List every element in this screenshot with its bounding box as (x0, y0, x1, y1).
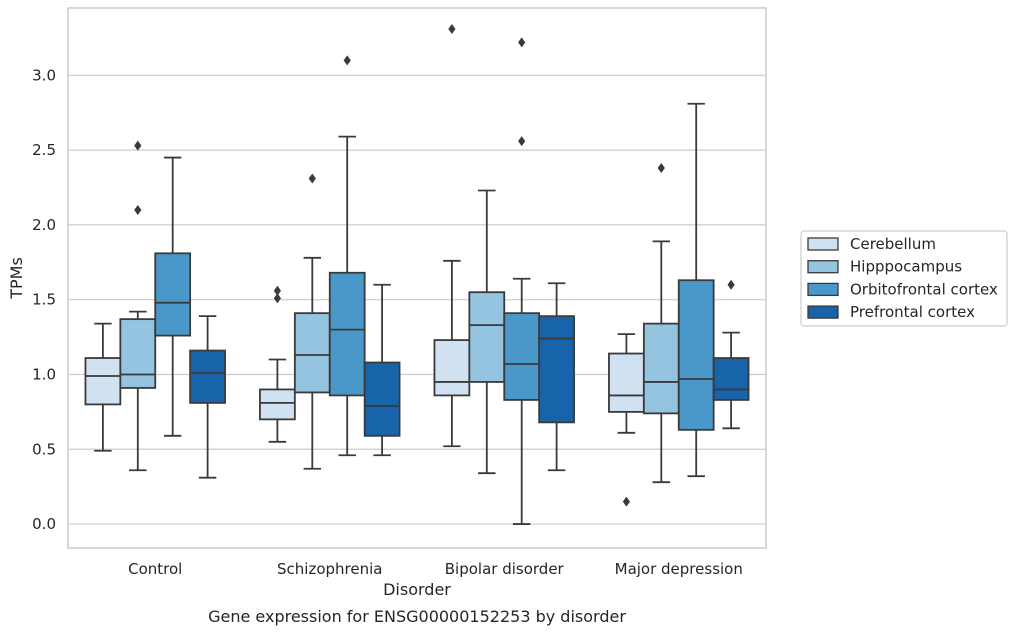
box-prefrontal-cortex (189, 315, 226, 479)
legend: Cerebellum Hipppocampus Orbitofrontal cort… (800, 230, 1008, 327)
y-axis-label: TPMs (7, 257, 26, 300)
y-tick-label: 1.0 (32, 365, 56, 383)
box-cerebellum (259, 285, 296, 443)
legend-swatch (807, 260, 839, 274)
box-orbitofrontal-cortex (154, 156, 192, 437)
outlier-point (727, 279, 735, 290)
outlier-point (134, 140, 142, 151)
iqr-box (712, 357, 750, 401)
iqr-box (677, 279, 715, 431)
box-orbitofrontal-cortex (503, 37, 541, 525)
y-tick-label: 2.0 (32, 216, 56, 234)
x-tick-label: Major depression (615, 560, 743, 578)
box-hipppocampus (642, 163, 680, 484)
box-prefrontal-cortex (538, 282, 575, 472)
iqr-box (433, 339, 471, 397)
legend-label: Prefrontal cortex (850, 303, 975, 321)
boxes (84, 23, 750, 525)
box-orbitofrontal-cortex (677, 102, 715, 478)
iqr-box (503, 312, 541, 401)
outlier-point (273, 285, 281, 296)
iqr-box (189, 349, 226, 404)
x-tick-label: Bipolar disorder (445, 560, 565, 578)
box-orbitofrontal-cortex (328, 55, 366, 457)
chart-title: Gene expression for ENSG00000152253 by d… (208, 607, 626, 626)
iqr-box (538, 315, 575, 424)
outlier-point (518, 136, 526, 147)
legend-label: Cerebellum (850, 235, 936, 253)
box-prefrontal-cortex (712, 279, 750, 430)
outlier-point (273, 293, 281, 304)
iqr-box (84, 357, 122, 406)
y-tick-label: 3.0 (32, 66, 56, 84)
iqr-box (119, 318, 157, 389)
box-hipppocampus (468, 189, 506, 475)
iqr-box (642, 322, 680, 415)
legend-swatch (807, 237, 839, 251)
box-cerebellum (84, 322, 122, 452)
y-tick-label: 1.5 (32, 291, 56, 309)
x-tick-label: Control (128, 560, 182, 578)
box-prefrontal-cortex (363, 283, 401, 457)
iqr-box (293, 312, 331, 394)
outlier-point (518, 37, 526, 48)
outlier-point (448, 23, 456, 34)
outlier-point (308, 173, 316, 184)
y-tick-label: 2.5 (32, 141, 56, 159)
legend-label: Orbitofrontal cortex (850, 280, 998, 298)
box-cerebellum (433, 23, 471, 448)
legend-label: Hipppocampus (850, 258, 962, 276)
y-tick-labels: 0.0 0.5 1.0 1.5 2.0 2.5 3.0 (32, 66, 56, 533)
outlier-point (343, 55, 351, 66)
outlier-point (622, 496, 630, 507)
box-hipppocampus (293, 173, 331, 470)
x-tick-labels: Control Schizophrenia Bipolar disorder Majo… (128, 560, 743, 578)
outlier-point (657, 163, 665, 174)
legend-swatch (807, 305, 839, 319)
iqr-box (363, 361, 401, 437)
box-cerebellum (608, 333, 645, 507)
y-tick-label: 0.0 (32, 515, 56, 533)
iqr-box (328, 271, 366, 397)
iqr-box (154, 252, 192, 337)
legend-swatch (807, 282, 839, 297)
x-axis-label: Disorder (383, 580, 451, 599)
plot-area-frame (67, 7, 767, 549)
iqr-box (468, 291, 506, 383)
x-tick-label: Schizophrenia (277, 560, 382, 578)
outlier-point (134, 204, 142, 215)
legend-frame (800, 230, 1008, 327)
y-tick-label: 0.5 (32, 440, 56, 458)
iqr-box (608, 352, 645, 413)
iqr-box (259, 388, 296, 421)
box-hipppocampus (119, 140, 157, 472)
